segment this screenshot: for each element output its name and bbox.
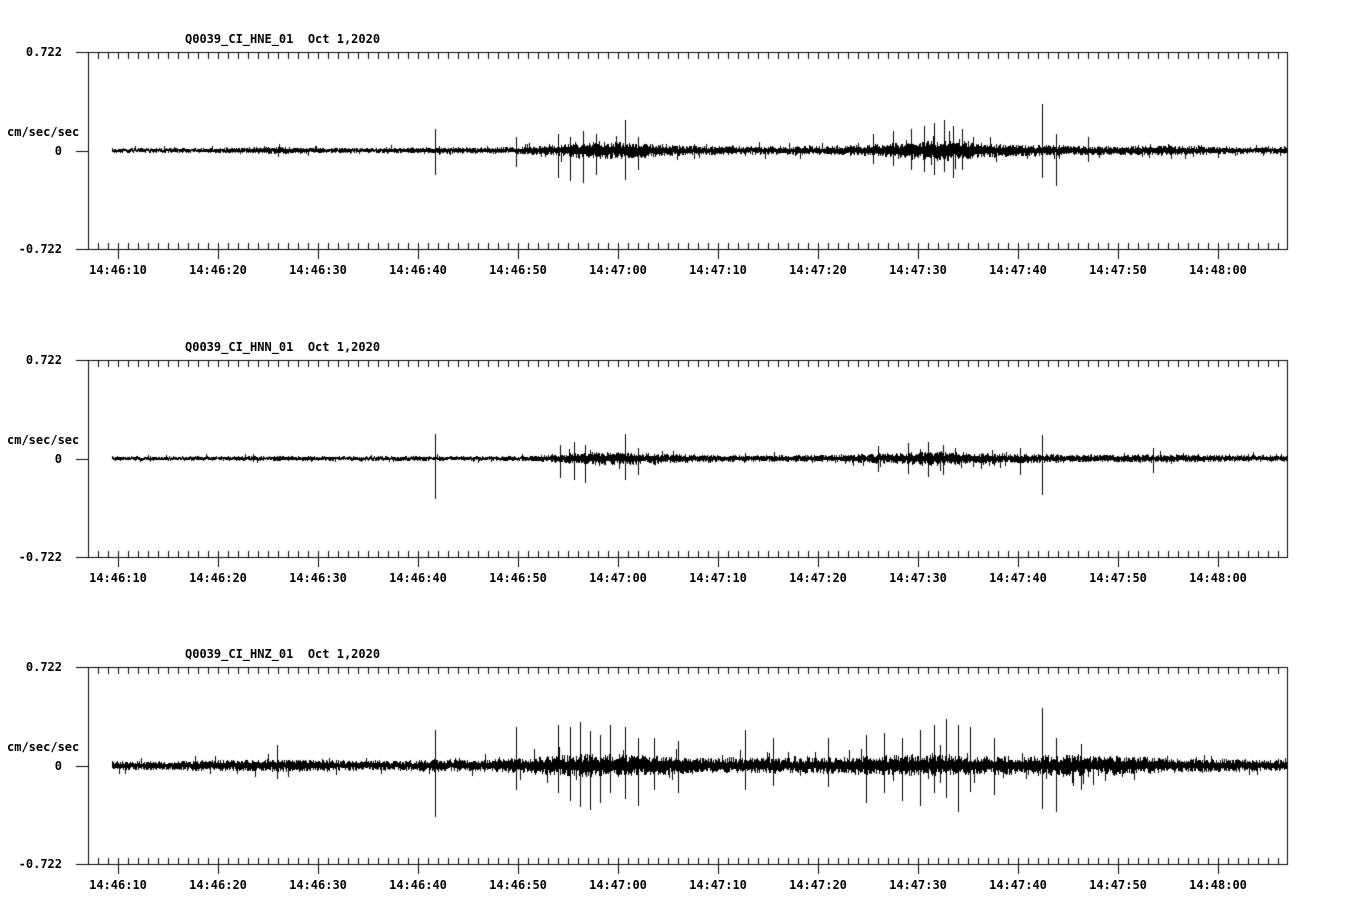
panel-title-channel: Q0039_CI_HNZ_01 xyxy=(185,647,294,661)
panel-title-date: Oct 1,2020 xyxy=(293,340,381,354)
x-tick-label: 14:48:00 xyxy=(1189,878,1247,892)
x-tick-label: 14:47:10 xyxy=(689,571,747,585)
x-tick-label: 14:47:00 xyxy=(589,878,647,892)
x-tick-label: 14:47:50 xyxy=(1089,263,1147,277)
y-tick-label-bottom: -0.722 xyxy=(18,242,62,256)
y-tick-label-bottom: -0.722 xyxy=(18,857,62,871)
y-tick-label-bottom: -0.722 xyxy=(18,550,62,564)
x-tick-label: 14:47:00 xyxy=(589,263,647,277)
y-tick-label-zero: 0 xyxy=(54,758,62,773)
y-axis-unit-label: cm/sec/sec xyxy=(7,739,80,754)
x-tick-label: 14:46:30 xyxy=(289,571,347,585)
panel-title: Q0039_CI_HNN_01 Oct 1,2020 xyxy=(185,341,380,353)
x-tick-label: 14:46:30 xyxy=(289,878,347,892)
y-axis-unit-label: cm/sec/sec xyxy=(7,432,80,447)
panel-title: Q0039_CI_HNZ_01 Oct 1,2020 xyxy=(185,648,380,660)
y-tick-label-top: 0.722 xyxy=(25,45,62,59)
panel-title-date: Oct 1,2020 xyxy=(293,32,381,46)
y-tick-label-top: 0.722 xyxy=(25,660,62,674)
panel-title-channel: Q0039_CI_HNE_01 xyxy=(185,32,294,46)
x-tick-label: 14:46:10 xyxy=(89,878,147,892)
x-tick-label: 14:47:40 xyxy=(989,571,1047,585)
x-tick-label: 14:46:20 xyxy=(189,571,247,585)
x-tick-label: 14:47:30 xyxy=(889,878,947,892)
x-tick-label: 14:46:40 xyxy=(389,878,447,892)
x-tick-label: 14:46:30 xyxy=(289,263,347,277)
x-tick-label: 14:47:30 xyxy=(889,571,947,585)
x-tick-label: 14:47:50 xyxy=(1089,878,1147,892)
x-tick-label: 14:48:00 xyxy=(1189,263,1247,277)
x-tick-label: 14:47:20 xyxy=(789,878,847,892)
x-tick-label: 14:47:10 xyxy=(689,263,747,277)
x-tick-label: 14:46:40 xyxy=(389,263,447,277)
x-tick-label: 14:46:20 xyxy=(189,263,247,277)
x-tick-label: 14:46:50 xyxy=(489,878,547,892)
x-tick-label: 14:47:30 xyxy=(889,263,947,277)
panel-title: Q0039_CI_HNE_01 Oct 1,2020 xyxy=(185,33,380,45)
y-tick-label-zero: 0 xyxy=(54,143,62,158)
panel-title-date: Oct 1,2020 xyxy=(293,647,381,661)
x-tick-label: 14:48:00 xyxy=(1189,571,1247,585)
x-tick-label: 14:47:50 xyxy=(1089,571,1147,585)
x-tick-label: 14:46:10 xyxy=(89,263,147,277)
y-tick-label-top: 0.722 xyxy=(25,353,62,367)
x-tick-label: 14:47:20 xyxy=(789,263,847,277)
x-tick-label: 14:46:20 xyxy=(189,878,247,892)
x-tick-label: 14:47:20 xyxy=(789,571,847,585)
panel-title-channel: Q0039_CI_HNN_01 xyxy=(185,340,294,354)
x-tick-label: 14:46:50 xyxy=(489,263,547,277)
x-tick-label: 14:47:00 xyxy=(589,571,647,585)
x-tick-label: 14:46:40 xyxy=(389,571,447,585)
y-tick-label-zero: 0 xyxy=(54,451,62,466)
x-tick-label: 14:47:40 xyxy=(989,878,1047,892)
x-tick-label: 14:47:40 xyxy=(989,263,1047,277)
x-tick-label: 14:47:10 xyxy=(689,878,747,892)
x-tick-label: 14:46:10 xyxy=(89,571,147,585)
y-axis-unit-label: cm/sec/sec xyxy=(7,124,80,139)
x-tick-label: 14:46:50 xyxy=(489,571,547,585)
